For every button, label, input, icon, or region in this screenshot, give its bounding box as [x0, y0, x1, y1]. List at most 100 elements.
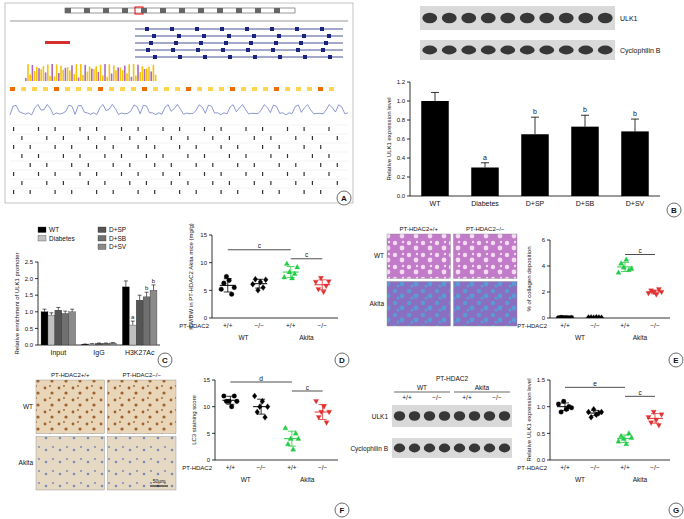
signal-bar	[71, 65, 73, 81]
track-tick	[270, 154, 271, 158]
ruler	[10, 21, 348, 22]
panel-badge	[335, 353, 349, 367]
chromhmm	[329, 87, 334, 91]
exon	[145, 27, 149, 31]
x-tick-label: H3K27Ac	[125, 349, 155, 356]
blot-group: Akita	[475, 384, 490, 391]
track-tick	[295, 181, 296, 185]
track-tick	[204, 127, 205, 131]
signal-bar	[60, 66, 62, 81]
x-tick-label: +/+	[223, 322, 233, 329]
track-tick	[171, 163, 172, 167]
track-tick	[312, 154, 313, 158]
exon	[227, 34, 231, 38]
y-tick-label: 0.4	[397, 155, 406, 161]
track-tick	[46, 163, 47, 167]
blot-band	[424, 411, 435, 421]
signal-bar	[49, 76, 51, 81]
track-tick	[121, 172, 122, 176]
blot-band	[454, 411, 465, 421]
track-tick	[304, 172, 305, 176]
signal-bar	[100, 65, 102, 81]
exon	[295, 27, 299, 31]
track-tick	[79, 172, 80, 176]
point	[285, 441, 290, 446]
track-tick	[221, 145, 222, 149]
chromhmm	[252, 87, 257, 91]
y-axis	[550, 380, 551, 460]
y-tick-label: 1.0	[537, 404, 546, 410]
chromhmm	[186, 87, 191, 91]
exon	[177, 34, 181, 38]
sd-bar	[224, 279, 232, 292]
exon	[328, 55, 332, 59]
blot-band	[469, 411, 480, 421]
track-tick	[212, 136, 213, 140]
signal-bar	[29, 74, 31, 81]
stat-letter: b	[533, 108, 537, 115]
track-tick	[171, 136, 172, 140]
y-tick	[547, 240, 550, 241]
legend-swatch	[38, 227, 46, 233]
group-label: Akita	[299, 334, 314, 341]
track-tick	[138, 172, 139, 176]
y-axis-label: % of collagen deposition	[526, 246, 532, 311]
track-sep	[10, 134, 348, 135]
point	[589, 414, 594, 420]
sd-bar	[561, 317, 569, 318]
x-axis-label: PT-HDAC2	[517, 323, 547, 329]
x-tick-label: −/−	[318, 322, 328, 329]
y-tick-label: 0	[204, 315, 208, 321]
significance-bar	[292, 391, 323, 392]
track-sep	[10, 152, 348, 153]
track-tick	[328, 127, 329, 131]
track-tick	[154, 190, 155, 194]
point	[235, 399, 240, 404]
micrograph	[454, 234, 518, 279]
significance-bar	[228, 249, 291, 250]
blot-membrane	[420, 40, 615, 60]
signal-bar	[113, 65, 115, 81]
exon	[327, 34, 331, 38]
blot-band	[442, 13, 457, 24]
chromhmm	[164, 87, 169, 91]
track-tick	[262, 172, 263, 176]
signal-bar	[120, 68, 122, 81]
blot-membrane	[420, 6, 615, 30]
gene-track	[135, 43, 343, 44]
point	[222, 281, 227, 286]
signal-bar	[122, 70, 124, 81]
bar	[69, 312, 76, 345]
bar	[621, 131, 649, 196]
blot-band	[578, 13, 593, 24]
scale-bar	[150, 486, 168, 487]
signal-bar	[139, 72, 141, 81]
track-tick	[196, 145, 197, 149]
chromhmm	[32, 87, 37, 91]
x-axis-label: PT-HDAC2	[182, 465, 212, 471]
signal-bar	[36, 67, 38, 81]
y-tick	[209, 235, 212, 236]
plot-marks	[222, 393, 332, 451]
y-tick-label: 0.8	[397, 117, 406, 123]
chromhmm	[175, 87, 180, 91]
signal-bar	[144, 69, 146, 81]
exon	[228, 55, 232, 59]
y-tick	[35, 311, 38, 312]
track-tick	[337, 163, 338, 167]
legend-label: WT	[49, 226, 59, 233]
y-tick	[212, 406, 215, 407]
chromhmm	[219, 87, 224, 91]
track-tick	[46, 181, 47, 185]
track-sep	[10, 188, 348, 189]
bar	[129, 325, 136, 345]
signal-bar	[32, 65, 34, 81]
track-tick	[46, 136, 47, 140]
group-label: WT	[238, 334, 248, 341]
track-tick	[212, 163, 213, 167]
x-tick-label: −/−	[318, 464, 328, 471]
exon	[153, 55, 157, 59]
stat-letter: b	[583, 106, 587, 113]
panel-badge	[669, 503, 683, 517]
track-tick	[79, 154, 80, 158]
